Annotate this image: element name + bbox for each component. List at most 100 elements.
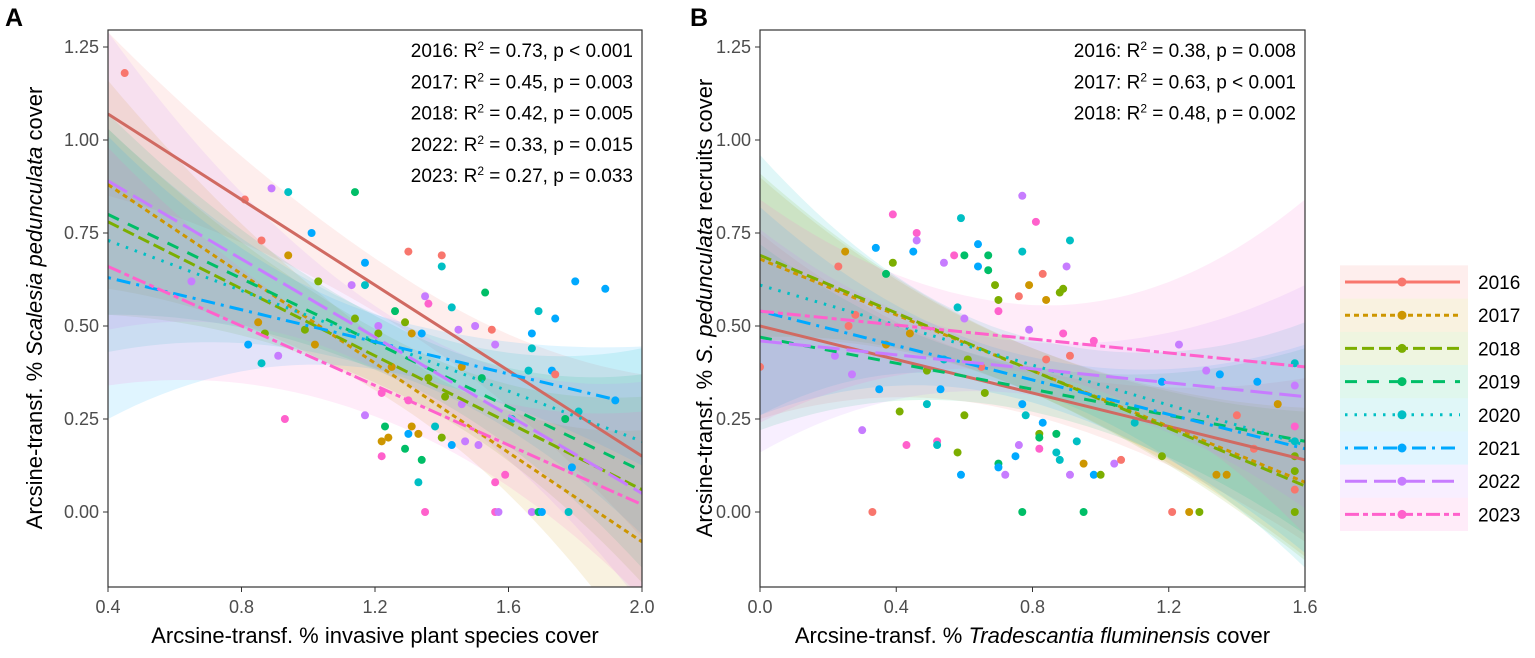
y-axis-title-part: recruits cover — [692, 79, 717, 217]
data-point-2017 — [1212, 470, 1221, 479]
panel-b: B 0.00 0.25 0.50 0.75 1.00 1.25 0.0 0.4 0.8 1.2 1.6… — [690, 4, 1318, 648]
plot-area — [760, 154, 1305, 568]
data-point-2022 — [187, 277, 196, 286]
data-point-2020 — [953, 303, 962, 312]
annotation-year: 2016 — [411, 41, 453, 62]
y-tick-label: 1.00 — [64, 130, 99, 150]
fit-line-2016 — [760, 324, 1305, 462]
data-point-2022 — [1001, 470, 1010, 479]
data-point-2020 — [257, 359, 266, 368]
data-point-2023 — [491, 478, 500, 487]
data-point-2023 — [912, 229, 921, 237]
data-point-2016 — [437, 251, 446, 260]
data-point-2021 — [1157, 377, 1166, 386]
fit-line-2023 — [760, 309, 1305, 369]
data-point-2020 — [1021, 411, 1030, 420]
x-tick-label: 0.8 — [229, 597, 254, 617]
annotation-year: 2018 — [1074, 104, 1116, 125]
data-point-2022 — [421, 292, 430, 301]
y-tick-label: 0.25 — [64, 409, 99, 429]
data-point-2017 — [284, 251, 293, 260]
data-point-2019 — [561, 415, 570, 423]
annotation-text: : R — [453, 135, 477, 156]
data-point-2023 — [424, 299, 433, 308]
data-point-2022 — [1018, 191, 1027, 200]
annotation-r2: 0.33 — [506, 135, 543, 156]
data-point-2021 — [875, 385, 884, 394]
data-point-2016 — [487, 325, 496, 334]
data-point-2023 — [950, 251, 959, 260]
ci-band-2019 — [760, 244, 1305, 535]
data-point-2023 — [377, 452, 386, 461]
stat-annotation: 2018: R2 = 0.42, p = 0.005 — [411, 102, 633, 125]
superscript: 2 — [477, 164, 484, 178]
data-point-2019 — [984, 251, 993, 260]
data-point-2018 — [1195, 508, 1204, 516]
data-point-2021 — [571, 277, 580, 286]
data-point-2017 — [905, 329, 914, 338]
data-point-2020 — [1052, 448, 1061, 457]
data-point-2022 — [847, 370, 856, 379]
stat-annotation: 2018: R2 = 0.48, p = 0.002 — [1074, 102, 1296, 125]
panel-label: A — [5, 4, 23, 32]
data-point-2021 — [527, 329, 536, 338]
data-point-2017 — [407, 422, 416, 431]
data-point-2018 — [300, 325, 309, 334]
data-point-2022 — [454, 325, 463, 334]
y-axis-title-part: cover — [22, 87, 47, 147]
annotation-text: , — [543, 135, 554, 156]
annotation-text: = — [484, 166, 506, 187]
data-point-2018 — [994, 295, 1003, 304]
data-point-2018 — [1096, 470, 1105, 479]
data-point-2019 — [350, 188, 359, 197]
data-point-2018 — [441, 392, 450, 401]
data-point-2017 — [407, 329, 416, 338]
panel-label: B — [690, 4, 708, 32]
superscript: 2 — [477, 70, 484, 84]
data-point-2022 — [858, 426, 867, 435]
y-axis-title-part: Arcsine-transf. % — [692, 364, 717, 538]
annotation-year: 2017 — [1074, 72, 1116, 93]
y-tick-label: 1.25 — [716, 37, 751, 57]
legend-label-2021: 2021 — [1478, 439, 1520, 460]
data-point-2017 — [1025, 281, 1034, 290]
data-point-2021 — [1011, 452, 1020, 461]
data-point-2021 — [994, 463, 1003, 472]
data-point-2019 — [984, 266, 993, 275]
data-point-2023 — [888, 210, 897, 219]
data-point-2022 — [491, 340, 500, 349]
data-point-2022 — [1065, 470, 1074, 479]
data-point-2023 — [1089, 336, 1098, 345]
annotation-p: p < 0.001 — [1216, 72, 1296, 93]
data-point-2017 — [387, 362, 396, 371]
data-point-2016 — [834, 262, 843, 271]
superscript: 2 — [1140, 70, 1147, 84]
annotation-r2: 0.38 — [1169, 41, 1206, 62]
data-point-2021 — [567, 463, 576, 472]
data-point-2022 — [1174, 340, 1183, 349]
fit-line-2016 — [108, 112, 642, 458]
data-point-2016 — [257, 236, 266, 245]
annotation-p: p = 0.033 — [553, 166, 633, 187]
stat-annotation: 2016: R2 = 0.38, p = 0.008 — [1074, 39, 1296, 62]
data-point-2020 — [1290, 437, 1299, 446]
x-tick-label: 1.6 — [496, 597, 521, 617]
data-point-2018 — [314, 277, 323, 286]
annotation-year: 2017 — [411, 72, 453, 93]
data-point-2022 — [471, 322, 480, 330]
annotation-p: p = 0.015 — [553, 135, 633, 156]
data-point-2019 — [1052, 429, 1061, 438]
fit-line-2017 — [108, 183, 642, 544]
data-point-2020 — [1065, 236, 1074, 245]
data-point-2022 — [912, 236, 921, 245]
annotation-p: p = 0.003 — [553, 72, 633, 93]
annotation-text: = — [484, 72, 506, 93]
data-point-2018 — [374, 329, 383, 338]
data-point-2022 — [267, 184, 276, 193]
data-point-2016 — [1232, 411, 1241, 420]
data-point-2016 — [1290, 485, 1299, 494]
superscript: 2 — [477, 133, 484, 147]
data-point-2018 — [980, 388, 989, 397]
ci-band-2017 — [108, 80, 642, 587]
legend-point-2016 — [1397, 277, 1407, 287]
